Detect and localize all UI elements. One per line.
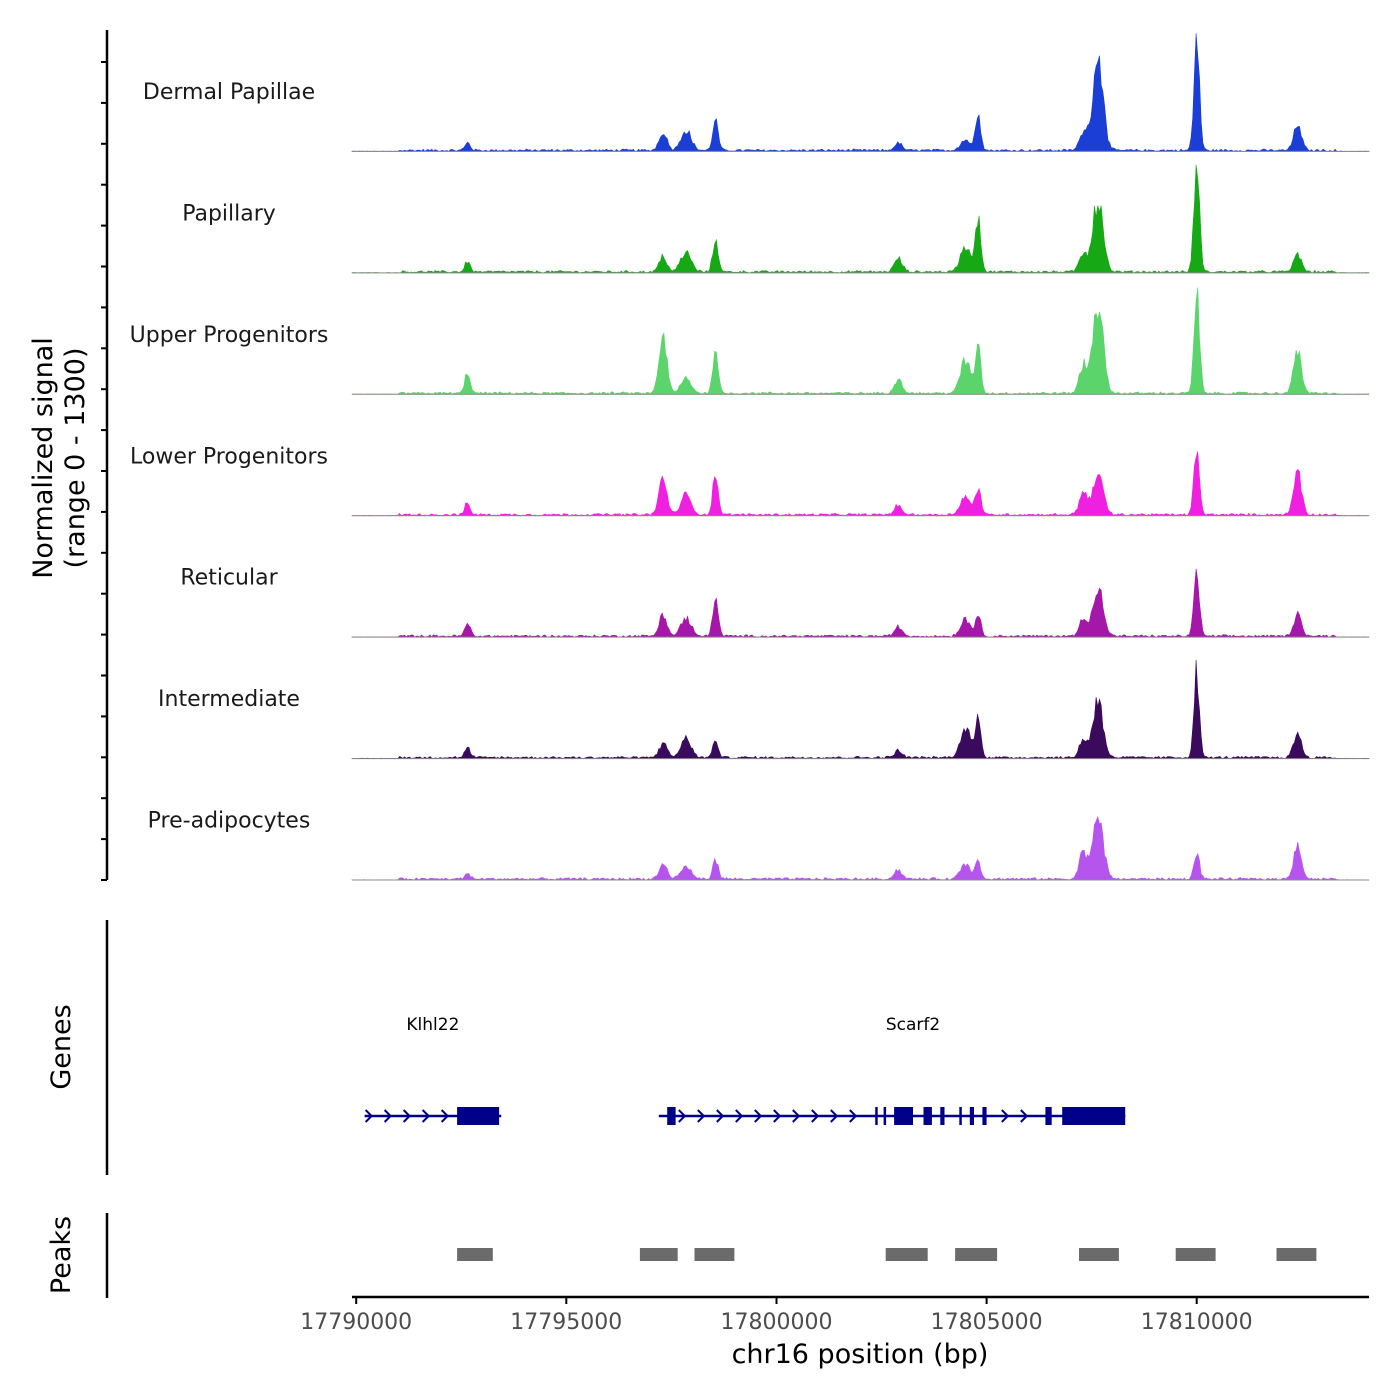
- x-tick-label: 17790000: [300, 1310, 412, 1335]
- peak: [1276, 1248, 1317, 1261]
- exon: [982, 1107, 987, 1125]
- exon: [457, 1107, 500, 1125]
- gene-klhl22: Klhl22: [364, 1015, 502, 1125]
- strand-arrow: [697, 1109, 706, 1123]
- track-upper-progenitors: Upper Progenitors: [130, 287, 1370, 395]
- y-axis-label-line2: (range 0 - 1300): [60, 348, 91, 569]
- track-label: Dermal Papillae: [143, 80, 315, 105]
- x-axis-title: chr16 position (bp): [732, 1339, 989, 1370]
- exon: [1045, 1107, 1052, 1125]
- track-label: Pre-adipocytes: [148, 809, 311, 834]
- exon: [940, 1107, 945, 1125]
- exon: [923, 1107, 932, 1125]
- exon: [883, 1107, 887, 1125]
- x-tick-label: 17805000: [931, 1310, 1043, 1335]
- track-pre-adipocytes: Pre-adipocytes: [148, 809, 1370, 881]
- gene-scarf2: Scarf2: [658, 1015, 1126, 1125]
- strand-arrow: [1020, 1109, 1029, 1123]
- peaks-axis-label: Peaks: [46, 1216, 77, 1294]
- x-tick-label: 17795000: [510, 1310, 622, 1335]
- strand-arrow: [716, 1109, 725, 1123]
- track-reticular: Reticular: [180, 566, 1370, 638]
- peak: [457, 1248, 493, 1261]
- strand-arrow: [383, 1109, 393, 1123]
- exon: [969, 1107, 974, 1125]
- x-axis-ticks: 17790000 17795000 17800000 17805000 17810000: [300, 1297, 1253, 1335]
- exon: [667, 1107, 676, 1125]
- peak: [1079, 1248, 1119, 1261]
- exon: [894, 1107, 913, 1125]
- track-papillary: Papillary: [182, 164, 1370, 274]
- strand-arrow: [364, 1109, 374, 1123]
- signal-area: [351, 164, 1370, 274]
- coverage-tracks: Dermal Papillae Papillary Upper Progenitor…: [130, 33, 1370, 881]
- track-label: Intermediate: [158, 687, 300, 712]
- strand-arrow: [792, 1109, 801, 1123]
- signal-area: [351, 287, 1370, 395]
- track-dermal-papillae: Dermal Papillae: [143, 33, 1370, 152]
- peak: [639, 1248, 678, 1261]
- peak: [694, 1248, 735, 1261]
- strand-arrow: [754, 1109, 763, 1123]
- strand-arrow: [440, 1109, 450, 1123]
- track-label: Upper Progenitors: [130, 323, 329, 348]
- strand-arrow: [402, 1109, 412, 1123]
- gene-label: Klhl22: [406, 1015, 459, 1035]
- strand-arrow: [735, 1109, 744, 1123]
- strand-arrow: [421, 1109, 431, 1123]
- exon: [875, 1107, 878, 1125]
- signal-area: [351, 659, 1370, 759]
- track-label: Reticular: [180, 566, 278, 591]
- gene-track: Klhl22 Scarf2: [364, 1015, 1126, 1125]
- coverage-y-ticks: [101, 61, 107, 881]
- x-tick-label: 17800000: [721, 1310, 833, 1335]
- gene-label: Scarf2: [886, 1015, 940, 1035]
- track-lower-progenitors: Lower Progenitors: [130, 444, 1370, 517]
- strand-arrow: [830, 1109, 839, 1123]
- genes-axis-label: Genes: [46, 1004, 77, 1089]
- y-axis-label-line1: Normalized signal: [28, 337, 59, 579]
- peak: [1175, 1248, 1216, 1261]
- signal-area: [351, 815, 1370, 881]
- track-label: Lower Progenitors: [130, 444, 328, 469]
- signal-area: [351, 451, 1370, 517]
- strand-arrow: [811, 1109, 820, 1123]
- signal-area: [351, 568, 1370, 638]
- x-tick-label: 17810000: [1141, 1310, 1253, 1335]
- peak: [955, 1248, 998, 1261]
- exon: [1062, 1107, 1126, 1125]
- y-axis-label: Normalized signal (range 0 - 1300): [28, 337, 91, 579]
- strand-arrow: [773, 1109, 782, 1123]
- signal-area: [351, 33, 1370, 152]
- peak-track: [457, 1248, 1317, 1261]
- track-label: Papillary: [182, 201, 276, 226]
- track-intermediate: Intermediate: [158, 659, 1370, 760]
- strand-arrow: [678, 1109, 687, 1123]
- peak: [885, 1248, 928, 1261]
- strand-arrow: [849, 1109, 858, 1123]
- exon: [959, 1107, 962, 1125]
- strand-arrow: [1001, 1109, 1010, 1123]
